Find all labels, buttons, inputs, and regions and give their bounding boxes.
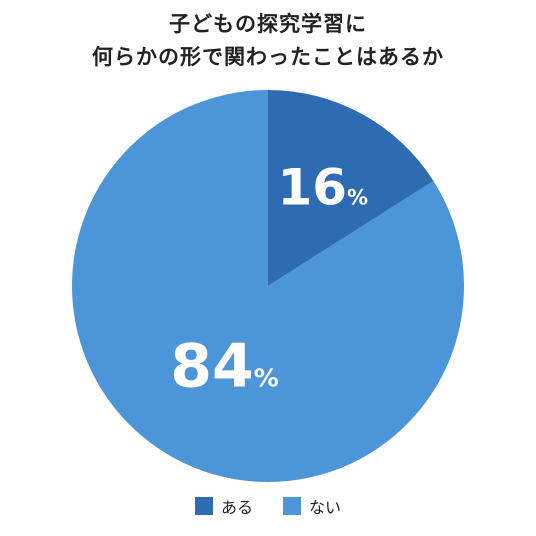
pie-label-unit: % [347,185,368,209]
pie-slices [72,90,465,483]
pie-label-aru: 16% [277,158,368,216]
chart-title: 子どもの探究学習に 何らかの形で関わったことはあるか [0,8,536,74]
pie-label-value: 84 [170,332,254,402]
pie-label-nai: 84% [170,332,279,402]
legend-swatch-aru [194,497,213,515]
legend-label-aru: ある [220,498,253,517]
pie-label-value: 16 [277,158,347,216]
legend-item-nai: ない [283,494,341,518]
chart-title-line-2: 何らかの形で関わったことはあるか [92,45,444,69]
pie-slice-nai [72,90,465,483]
pie-labels: 16%84% [170,158,368,401]
legend: ある ない [0,494,536,518]
pie-slice-aru [268,90,434,286]
legend-swatch-nai [283,497,301,515]
legend-item-aru: ある [194,494,253,518]
legend-label-nai: ない [309,498,342,517]
chart-title-line-1: 子どもの探究学習に [169,12,367,36]
pie-label-unit: % [254,364,279,393]
